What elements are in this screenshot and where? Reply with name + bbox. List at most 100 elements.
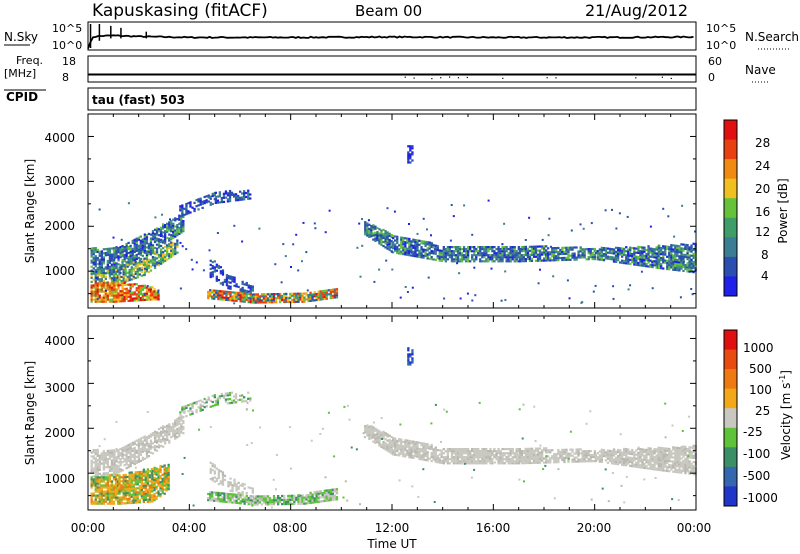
velocity-cell [235, 393, 237, 395]
velocity-cell [231, 486, 233, 488]
power-cell [645, 263, 647, 265]
power-cell [559, 253, 561, 255]
power-cell [132, 293, 134, 295]
power-cell [447, 246, 449, 248]
velocity-cell [135, 471, 137, 473]
velocity-cell [301, 499, 303, 501]
power-cell [551, 253, 553, 255]
power-cell [136, 250, 138, 252]
power-cell [206, 195, 208, 197]
velocity-cell [451, 448, 453, 450]
velocity-cell [93, 475, 95, 477]
power-cell [229, 293, 231, 295]
power-cell [457, 258, 459, 260]
velocity-cell [418, 448, 420, 450]
velocity-cell [168, 472, 170, 474]
velocity-cell [396, 448, 398, 450]
power-cell [553, 259, 555, 261]
power-cell [545, 251, 547, 253]
power-cell [109, 248, 111, 250]
power-cell [651, 250, 653, 252]
velocity-cell [416, 443, 418, 445]
velocity-cell [178, 427, 180, 429]
velocity-cell [506, 448, 508, 450]
velocity-cell [115, 464, 117, 466]
power-cell [136, 295, 138, 297]
power-cell [676, 245, 678, 247]
velocity-cell [410, 456, 412, 458]
velocity-cell [406, 452, 408, 454]
power-cell [222, 282, 224, 284]
velocity-cell [457, 454, 459, 456]
velocity-cell [113, 453, 115, 455]
velocity-cell [233, 494, 235, 496]
power-cell [206, 201, 208, 203]
velocity-cell [447, 462, 449, 464]
velocity-cell [541, 456, 543, 458]
power-cell [115, 301, 117, 303]
power-cell [445, 256, 447, 258]
power-cell [303, 297, 305, 299]
power-cell [233, 285, 235, 287]
power-cell [647, 251, 649, 253]
power-cell [647, 257, 649, 259]
velocity-cell [469, 452, 471, 454]
power-cell [303, 222, 305, 224]
power-cell [138, 291, 140, 293]
power-cell [136, 297, 138, 299]
power-cell [129, 290, 131, 292]
velocity-cell [144, 440, 146, 442]
power-cell [635, 248, 637, 250]
power-cell [668, 250, 670, 252]
velocity-cell [535, 460, 537, 462]
power-cell [180, 227, 182, 229]
power-cell [121, 253, 123, 255]
power-cell [320, 296, 322, 298]
velocity-cell [297, 503, 299, 505]
power-cell [495, 248, 497, 250]
power-cell [283, 299, 285, 301]
velocity-cell [141, 489, 143, 491]
power-cell [358, 223, 360, 225]
power-cell [455, 250, 457, 252]
power-cell [553, 251, 555, 253]
velocity-cell [208, 398, 210, 400]
power-cell [491, 250, 493, 252]
power-cell [678, 261, 680, 263]
velocity-cell [433, 458, 435, 460]
power-cell [225, 197, 227, 199]
power-cell [154, 235, 156, 237]
velocity-cell [396, 450, 398, 452]
velocity-cell [324, 492, 326, 494]
velocity-cell [235, 502, 237, 504]
velocity-cell [182, 420, 184, 422]
power-cell [101, 274, 103, 276]
velocity-cell [378, 434, 380, 436]
velocity-cell [473, 462, 475, 464]
velocity-cell [229, 484, 231, 486]
power-cell [91, 299, 93, 301]
velocity-cell [166, 469, 168, 471]
power-cell [128, 260, 130, 262]
power-cell [240, 300, 242, 302]
power-cell [101, 252, 103, 254]
velocity-cell [281, 495, 283, 497]
power-tick-20: 20 [755, 182, 770, 196]
velocity-cell [427, 451, 429, 453]
power-cell [684, 246, 686, 248]
power-cell [132, 298, 134, 300]
power-cell [645, 253, 647, 255]
power-cell [378, 236, 380, 238]
power-cell [115, 256, 117, 258]
power-cell [120, 272, 122, 274]
power-cell [227, 198, 229, 200]
power-cell [394, 235, 396, 237]
velocity-cell [497, 462, 499, 464]
velocity-cell [227, 499, 229, 501]
power-cell [136, 240, 138, 242]
velocity-cell [103, 458, 105, 460]
velocity-cell [293, 503, 295, 505]
velocity-cell [182, 428, 184, 430]
velocity-cell [408, 440, 410, 442]
power-cell [647, 247, 649, 249]
